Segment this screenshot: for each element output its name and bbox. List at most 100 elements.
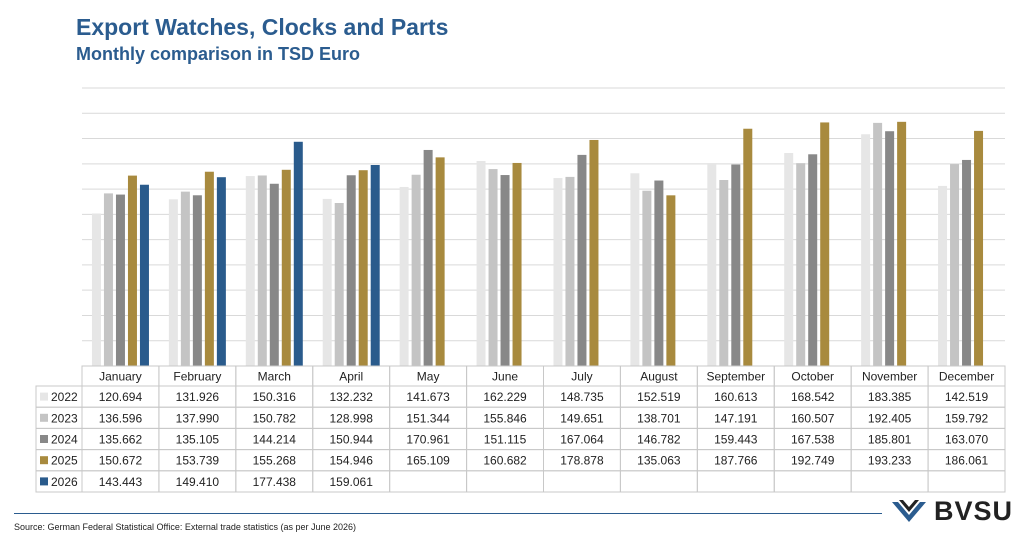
data-label: 135.105 <box>176 433 220 447</box>
bar-2025-march <box>281 169 291 366</box>
bar-2022-march <box>245 176 255 366</box>
data-label: 163.070 <box>945 433 989 447</box>
data-label: 187.766 <box>714 454 758 468</box>
data-label: 135.662 <box>99 433 143 447</box>
data-label: 154.946 <box>330 454 374 468</box>
legend-label: 2022 <box>51 390 78 404</box>
data-label: 155.268 <box>253 454 297 468</box>
bar-2025-february <box>204 171 214 366</box>
bar-2022-july <box>553 178 563 366</box>
data-label: 186.061 <box>945 454 989 468</box>
bar-2024-june <box>500 175 510 366</box>
bar-2025-january <box>127 175 137 366</box>
bar-2023-december <box>950 164 960 366</box>
x-tick-label: January <box>99 370 142 384</box>
legend-swatch-2025 <box>40 456 48 465</box>
bar-2026-february <box>216 177 226 366</box>
bar-2022-september <box>707 163 717 366</box>
table-cell <box>927 470 1006 493</box>
chart-title: Export Watches, Clocks and Parts <box>76 14 449 40</box>
data-label: 159.443 <box>714 433 758 447</box>
table-cell <box>543 470 621 493</box>
bar-2022-october <box>784 153 794 366</box>
bar-2022-january <box>91 213 101 366</box>
bar-2024-july <box>577 154 587 366</box>
data-label: 168.542 <box>791 390 835 404</box>
x-tick-label: June <box>492 370 518 384</box>
bar-2024-august <box>654 180 664 366</box>
x-tick-label: September <box>706 370 765 384</box>
table-cell <box>850 470 929 493</box>
bar-2024-april <box>346 175 356 366</box>
data-label: 150.316 <box>253 390 297 404</box>
data-label: 141.673 <box>406 390 450 404</box>
bar-2024-january <box>115 194 125 366</box>
bar-2023-february <box>180 191 190 366</box>
data-label: 146.782 <box>637 433 681 447</box>
bar-2022-april <box>322 198 332 366</box>
bar-2024-may <box>423 149 433 366</box>
data-label: 150.944 <box>330 433 374 447</box>
bar-2022-december <box>938 185 948 366</box>
bar-2023-april <box>334 202 344 366</box>
bar-2024-october <box>808 154 818 366</box>
table-cell <box>466 470 545 493</box>
data-label: 128.998 <box>330 411 374 425</box>
chart: January February March April May June July Augu… <box>35 87 1006 493</box>
data-label: 177.438 <box>253 475 297 489</box>
bar-2025-june <box>512 162 522 366</box>
bar-2023-march <box>257 175 267 366</box>
data-label: 160.682 <box>483 454 527 468</box>
table-cell <box>619 470 698 493</box>
x-tick-label: May <box>417 370 440 384</box>
table-cell <box>389 470 468 493</box>
data-label: 159.792 <box>945 411 989 425</box>
x-tick-label: November <box>862 370 917 384</box>
x-tick-label: April <box>339 370 363 384</box>
data-label: 153.739 <box>176 454 220 468</box>
x-tick-label: July <box>571 370 592 384</box>
data-label: 147.191 <box>714 411 758 425</box>
bar-2023-january <box>103 193 113 366</box>
bar-2024-march <box>269 183 279 366</box>
data-label: 170.961 <box>406 433 450 447</box>
bar-2022-june <box>476 161 486 366</box>
data-label: 143.443 <box>99 475 143 489</box>
data-label: 192.749 <box>791 454 835 468</box>
bar-2023-october <box>796 163 806 366</box>
bar-2023-november <box>873 122 883 366</box>
bar-2023-august <box>642 190 652 366</box>
bar-2023-september <box>719 180 729 366</box>
data-label: 149.410 <box>176 475 220 489</box>
data-label: 150.782 <box>253 411 297 425</box>
bar-2025-july <box>589 139 599 366</box>
bar-2026-april <box>370 165 380 366</box>
bar-2025-august <box>666 195 676 366</box>
x-tick-label: December <box>939 370 994 384</box>
source-divider <box>14 513 882 514</box>
bar-2022-february <box>168 199 178 366</box>
data-label: 137.990 <box>176 411 220 425</box>
legend-swatch-2023 <box>40 413 48 422</box>
x-tick-label: October <box>791 370 834 384</box>
data-label: 193.233 <box>868 454 912 468</box>
data-label: 144.214 <box>253 433 297 447</box>
legend-swatch-2026 <box>40 477 48 486</box>
bar-2022-may <box>399 186 409 366</box>
data-label: 167.538 <box>791 433 835 447</box>
logo-text: BVSU <box>934 496 1014 526</box>
data-label: 183.385 <box>868 390 912 404</box>
bar-2024-december <box>962 159 972 366</box>
bar-2024-february <box>192 195 202 366</box>
bar-2025-april <box>358 170 368 366</box>
data-label: 160.613 <box>714 390 758 404</box>
chart-subtitle: Monthly comparison in TSD Euro <box>76 44 361 64</box>
table-cell <box>773 470 852 493</box>
data-label: 185.801 <box>868 433 912 447</box>
bar-2026-january <box>139 184 149 366</box>
bar-2022-november <box>861 134 871 366</box>
data-label: 148.735 <box>560 390 604 404</box>
table-cell <box>696 470 775 493</box>
bar-2022-august <box>630 173 640 366</box>
data-label: 120.694 <box>99 390 143 404</box>
